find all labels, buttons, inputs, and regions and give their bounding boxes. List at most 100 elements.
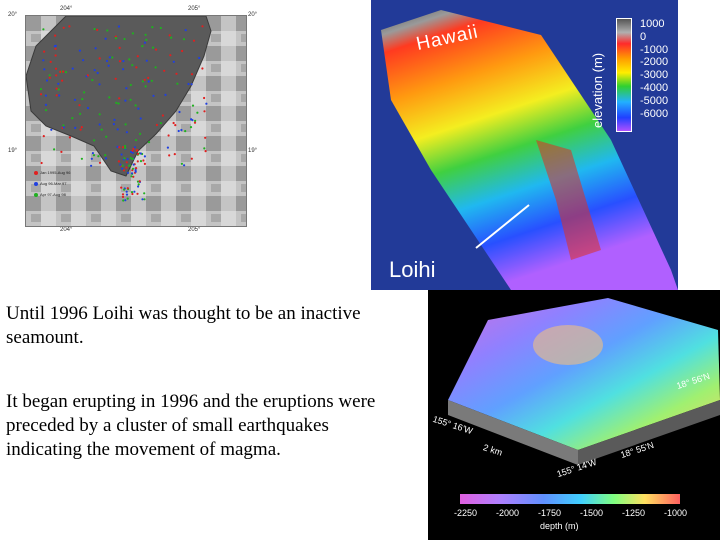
earthquake-point (112, 123, 115, 126)
earthquake-point (123, 188, 126, 191)
depth-colorbar (460, 494, 680, 504)
earthquake-point (176, 82, 179, 85)
earthquake-point (58, 94, 61, 97)
earthquake-point (53, 45, 56, 48)
earthquake-point (166, 146, 169, 149)
earthquake-point (124, 147, 127, 150)
earthquake-point (161, 114, 164, 117)
island-shape (26, 16, 212, 177)
earthquake-point (139, 152, 142, 155)
earthquake-point (78, 104, 81, 107)
earthquake-point (86, 106, 90, 110)
legend-row-2: Aug 96-Mar 97 (34, 181, 70, 186)
earthquake-point (139, 160, 143, 163)
paragraph-eruption: It began erupting in 1996 and the erupti… (6, 391, 376, 460)
earthquake-point (136, 180, 140, 183)
earthquake-point (42, 59, 45, 62)
earthquake-point (113, 118, 116, 121)
earthquake-point (105, 135, 108, 138)
earthquake-point (121, 193, 125, 196)
colorbar-tick-5: -1250 (622, 508, 646, 518)
slope-surface (381, 10, 678, 290)
earthquake-point (177, 129, 180, 133)
earthquake-point (147, 76, 150, 79)
earthquake-point (144, 85, 147, 88)
earthquake-point (129, 98, 132, 101)
earthquake-map: 204° 205° 204° 205° 20° 19° 20° 19° Jan … (8, 6, 258, 233)
earthquake-point (187, 82, 190, 86)
lon-tick-bottom-2: 205° (188, 227, 201, 233)
earthquake-point (48, 76, 51, 79)
earthquake-point (130, 150, 133, 154)
earthquake-point (71, 67, 74, 70)
lat-tick-left-2: 19° (8, 148, 18, 154)
earthquake-point (123, 157, 126, 160)
earthquake-point (104, 154, 107, 157)
lat-tick-right-1: 20° (248, 12, 258, 18)
earthquake-point (53, 148, 56, 151)
earthquake-point (136, 160, 139, 163)
earthquake-point (108, 56, 111, 59)
earthquake-point (74, 126, 77, 129)
earthquake-point (190, 118, 193, 121)
colorbar-tick-2: -2000 (496, 508, 520, 518)
earthquake-point (39, 93, 43, 96)
loihi-ridge (536, 140, 601, 260)
legend-label-2: Aug 96-Mar 97 (40, 181, 67, 186)
earthquake-point (125, 193, 129, 196)
earthquake-point (118, 46, 121, 49)
earthquake-point (43, 50, 46, 53)
earthquake-point (129, 156, 132, 160)
earthquake-point (54, 47, 57, 50)
earthquake-point (44, 103, 48, 106)
colorbar-title: depth (m) (540, 521, 579, 531)
earthquake-point (90, 164, 93, 167)
earthquake-point (124, 123, 127, 126)
earthquake-point (73, 98, 77, 101)
earthquake-point (42, 135, 45, 138)
earthquake-point (190, 157, 193, 160)
earthquake-point (141, 80, 144, 83)
earthquake-point (55, 94, 58, 97)
earthquake-point (168, 34, 171, 37)
earthquake-point (98, 113, 101, 116)
lat-tick-left-1: 20° (8, 12, 18, 18)
earthquake-point (121, 167, 124, 170)
hawaii-relief-image (381, 10, 678, 290)
earthquake-point (128, 58, 131, 61)
scale-value-2: 0 (640, 30, 647, 43)
earthquake-point (54, 67, 58, 70)
block-side-front (448, 400, 578, 465)
scale-value-5: -3000 (640, 69, 669, 82)
bathymetry-surface (448, 298, 720, 450)
earthquake-point (104, 37, 107, 40)
earthquake-point (175, 72, 178, 75)
earthquake-point (147, 80, 150, 83)
earthquake-point (125, 161, 128, 164)
earthquake-point (133, 146, 136, 149)
earthquake-point (81, 98, 84, 101)
earthquake-point (54, 34, 57, 37)
earthquake-point (130, 172, 134, 175)
earthquake-point (60, 150, 63, 153)
map-image (26, 16, 246, 226)
legend-row-1: Jan 1995-Aug 96 (34, 170, 70, 175)
earthquake-point (163, 69, 166, 72)
earthquake-point (117, 102, 120, 105)
earthquake-point (118, 146, 121, 149)
earthquake-point (59, 70, 62, 73)
earthquake-point (107, 64, 110, 67)
earthquake-point (116, 145, 119, 148)
elevation-scale-title: elevation (m) (590, 52, 605, 128)
earthquake-point (54, 54, 57, 57)
earthquake-point (190, 73, 194, 76)
earthquake-point (145, 59, 148, 62)
loihi-pointer-line (475, 204, 530, 249)
earthquake-point (80, 157, 83, 160)
earthquake-point (137, 107, 140, 110)
earthquake-point (145, 38, 148, 41)
earthquake-point (44, 94, 47, 97)
earthquake-point (205, 102, 208, 105)
earthquake-point (138, 180, 141, 183)
earthquake-point (131, 167, 135, 170)
